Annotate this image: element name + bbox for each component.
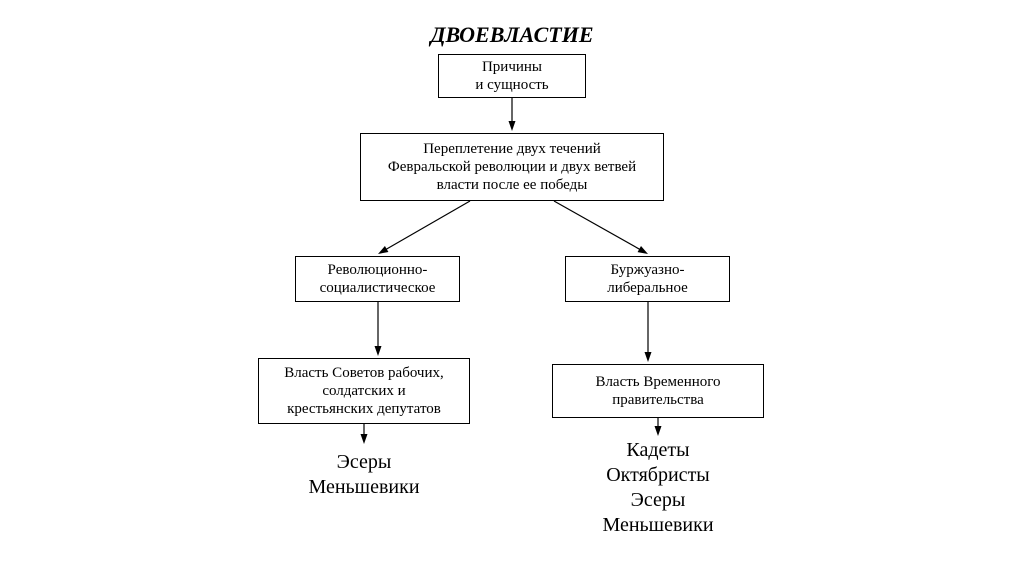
box-soviets-text: Власть Советов рабочих,солдатских икрест… <box>284 364 444 418</box>
label-left-parties: ЭсерыМеньшевики <box>258 450 470 500</box>
box-burg-lib-text: Буржуазно-либеральное <box>607 261 688 297</box>
box-provgov-text: Власть Временногоправительства <box>595 373 720 409</box>
label-right-parties: КадетыОктябристыЭсерыМеньшевики <box>552 438 764 538</box>
diagram-title: ДВОЕВЛАСТИЕ <box>0 22 1024 48</box>
box-burg-lib: Буржуазно-либеральное <box>565 256 730 302</box>
box-interweave-text: Переплетение двух теченийФевральской рев… <box>388 140 636 194</box>
box-causes-text: Причиныи сущность <box>475 58 548 94</box>
box-rev-soc-text: Революционно-социалистическое <box>320 261 436 297</box>
box-soviets: Власть Советов рабочих,солдатских икрест… <box>258 358 470 424</box>
box-rev-soc: Революционно-социалистическое <box>295 256 460 302</box>
box-interweave: Переплетение двух теченийФевральской рев… <box>360 133 664 201</box>
box-provgov: Власть Временногоправительства <box>552 364 764 418</box>
box-causes: Причиныи сущность <box>438 54 586 98</box>
